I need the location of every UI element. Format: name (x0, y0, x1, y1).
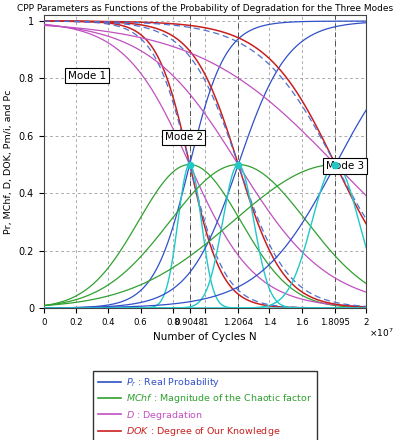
Text: Mode 3: Mode 3 (326, 161, 364, 171)
Legend: $P_r$ : Real Probability, $MChf$ : Magnitude of the Chaotic factor, $D$ : Degrad: $P_r$ : Real Probability, $MChf$ : Magni… (93, 371, 317, 440)
Text: $\times 10^7$: $\times 10^7$ (369, 327, 394, 339)
Y-axis label: Pr, MChf, D, DOK, Pm/i, and Pc: Pr, MChf, D, DOK, Pm/i, and Pc (4, 89, 13, 234)
X-axis label: Number of Cycles N: Number of Cycles N (153, 332, 257, 342)
Text: Mode 2: Mode 2 (165, 132, 203, 142)
Title: CPP Parameters as Functions of the Probability of Degradation for the Three Mode: CPP Parameters as Functions of the Proba… (17, 4, 393, 13)
Text: Mode 1: Mode 1 (68, 70, 106, 81)
